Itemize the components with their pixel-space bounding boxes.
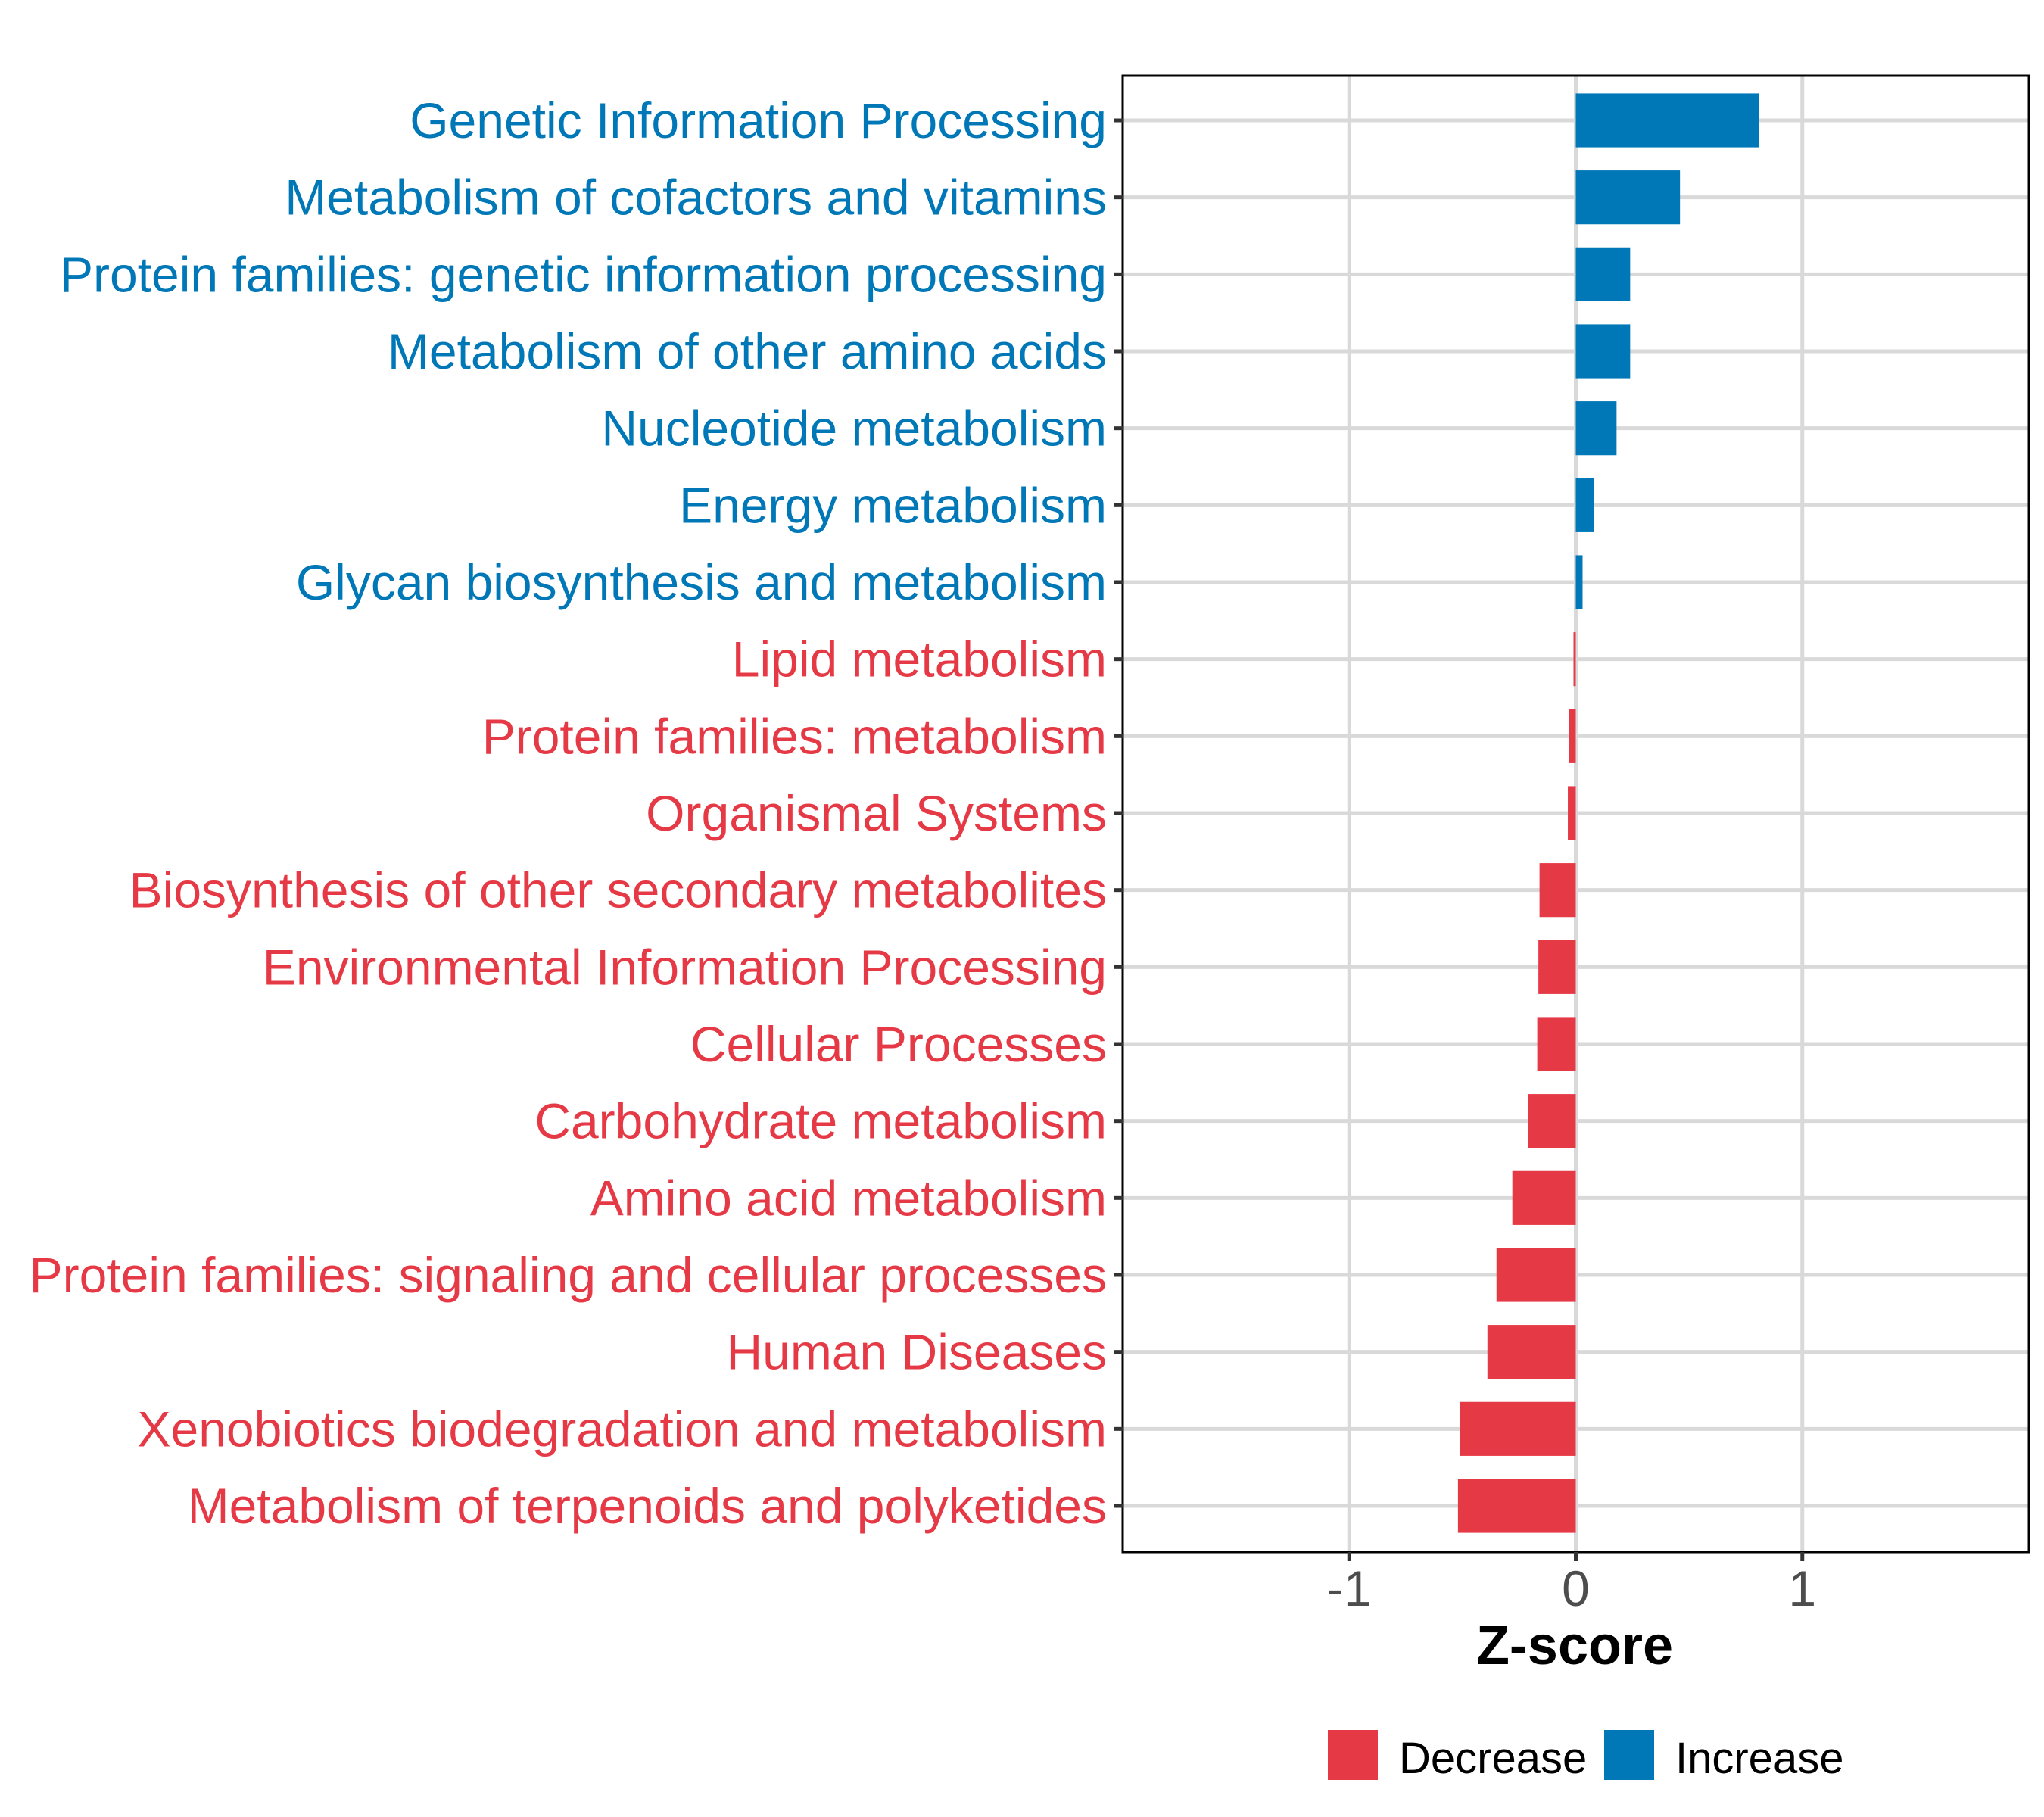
category-label: Metabolism of other amino acids	[388, 323, 1107, 379]
bar-decrease	[1537, 1017, 1576, 1071]
category-label: Metabolism of terpenoids and polyketides	[188, 1478, 1107, 1534]
bar-increase	[1575, 93, 1759, 148]
legend-label-increase: Increase	[1675, 1734, 1843, 1783]
bar-decrease	[1539, 863, 1576, 918]
category-label: Biosynthesis of other secondary metaboli…	[129, 862, 1107, 918]
x-tick-label: -1	[1327, 1560, 1372, 1616]
category-label: Amino acid metabolism	[590, 1170, 1107, 1226]
legend-swatch-increase	[1604, 1730, 1654, 1780]
bar-increase	[1575, 324, 1631, 379]
bar-decrease	[1460, 1401, 1576, 1456]
legend: Decrease Increase	[1328, 1730, 1843, 1783]
bar-decrease	[1457, 1479, 1576, 1533]
bar-increase	[1575, 401, 1617, 456]
x-axis-title: Z-score	[1476, 1616, 1673, 1676]
y-axis-ticks	[1114, 118, 1123, 1508]
x-axis-labels: -1 0 1	[1327, 1560, 1816, 1616]
category-label: Metabolism of cofactors and vitamins	[285, 170, 1107, 226]
bar-decrease	[1528, 1094, 1576, 1148]
bar-increase	[1575, 555, 1583, 609]
category-label: Genetic Information Processing	[410, 92, 1107, 148]
bar-increase	[1575, 170, 1681, 225]
category-label: Nucleotide metabolism	[601, 400, 1107, 457]
bars	[1457, 93, 1759, 1533]
category-label: Lipid metabolism	[732, 631, 1107, 687]
bar-decrease	[1487, 1325, 1576, 1379]
category-label: Xenobiotics biodegradation and metabolis…	[138, 1401, 1108, 1457]
x-tick-label: 1	[1788, 1560, 1816, 1616]
category-label: Energy metabolism	[679, 477, 1107, 533]
category-label: Glycan biosynthesis and metabolism	[296, 554, 1107, 610]
x-tick-label: 0	[1562, 1560, 1590, 1616]
bar-decrease	[1496, 1248, 1576, 1302]
category-label: Protein families: genetic information pr…	[60, 246, 1107, 302]
bar-decrease	[1538, 940, 1576, 994]
category-label: Human Diseases	[726, 1324, 1107, 1380]
category-label: Carbohydrate metabolism	[534, 1093, 1107, 1149]
bar-increase	[1575, 247, 1631, 301]
bar-decrease	[1573, 632, 1576, 687]
category-label: Protein families: metabolism	[482, 708, 1107, 764]
category-label: Protein families: signaling and cellular…	[30, 1247, 1107, 1303]
y-axis-labels: Genetic Information Processing Metabolism…	[30, 92, 1107, 1534]
category-label: Organismal Systems	[646, 785, 1107, 841]
category-label: Cellular Processes	[690, 1016, 1107, 1072]
x-axis-ticks	[1347, 1552, 1805, 1561]
legend-swatch-decrease	[1328, 1730, 1378, 1780]
bar-decrease	[1569, 709, 1576, 763]
category-label: Environmental Information Processing	[263, 939, 1107, 995]
legend-label-decrease: Decrease	[1399, 1734, 1587, 1783]
bar-decrease	[1512, 1170, 1576, 1225]
bar-decrease	[1568, 786, 1576, 840]
bar-increase	[1575, 478, 1594, 532]
